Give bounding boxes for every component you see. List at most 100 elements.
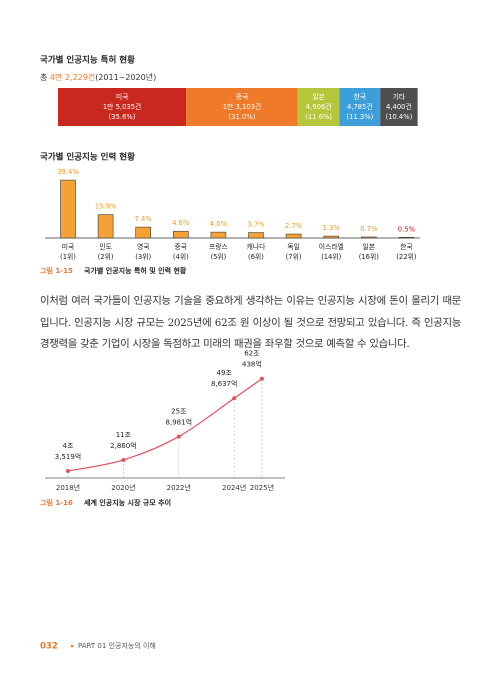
value-label: 49조 8,637억 bbox=[211, 369, 237, 388]
bar bbox=[60, 179, 76, 239]
segment-count: 4,400건 bbox=[386, 102, 412, 111]
value-label: 7.4% bbox=[135, 215, 153, 223]
x-tick-label: 2024년 bbox=[222, 483, 246, 492]
bar bbox=[248, 232, 264, 239]
x-tick-rank: (14위) bbox=[321, 253, 342, 261]
x-tick-rank: (2위) bbox=[98, 253, 114, 261]
x-tick-label: 캐나다 bbox=[247, 242, 267, 251]
bar-segment bbox=[58, 88, 187, 126]
bar-segment bbox=[297, 88, 340, 126]
value-label-line: 49조 bbox=[217, 369, 233, 377]
caption-number: 그림 1-16 bbox=[40, 498, 73, 507]
value-label: 4.6% bbox=[172, 219, 190, 227]
x-tick-label: 이스라엘 bbox=[319, 242, 344, 251]
segment-value: (11.6%) bbox=[305, 113, 332, 121]
bar bbox=[97, 214, 114, 239]
value-label: 1.3% bbox=[323, 224, 341, 232]
x-tick-rank: (7위) bbox=[286, 253, 302, 261]
bar bbox=[323, 235, 340, 239]
point bbox=[176, 434, 181, 439]
x-tick-label: 일본 bbox=[363, 242, 376, 251]
bar bbox=[398, 236, 415, 239]
bar bbox=[135, 226, 151, 239]
segment-count: 4,906건 bbox=[306, 102, 332, 111]
bar bbox=[360, 236, 377, 239]
segment-value: (10.4%) bbox=[385, 113, 412, 121]
x-tick-label: 2025년 bbox=[250, 483, 274, 492]
point bbox=[66, 469, 70, 474]
segment-count: 4,785건 bbox=[347, 102, 373, 111]
value-label-line: 438억 bbox=[242, 361, 262, 369]
value-label-line: 8,981억 bbox=[166, 419, 192, 427]
segment-label: 미국 bbox=[116, 92, 129, 101]
subtitle-period: (2011~2020년) bbox=[95, 72, 156, 82]
x-tick-rank: (6위) bbox=[248, 253, 264, 261]
value-label: 4조 3,519억 bbox=[55, 442, 81, 461]
chart-title: 국가별 인공지능 특허 현황 bbox=[40, 55, 135, 66]
bar bbox=[210, 231, 227, 239]
value-label-line: 62조 bbox=[244, 350, 260, 358]
segment-value: (35.6%) bbox=[109, 113, 136, 121]
body-paragraph: 이처럼 여러 국가들이 인공지능 기술을 중요하게 생각하는 이유는 인공지능 … bbox=[40, 295, 461, 350]
subtitle-total: 4만 2,229건 bbox=[50, 72, 95, 82]
value-label: 4.0% bbox=[210, 220, 228, 228]
caption-number: 그림 1-15 bbox=[40, 266, 73, 275]
caption-text: 국가별 인공지능 특허 및 인력 현황 bbox=[84, 266, 187, 275]
value-label: 3.7% bbox=[247, 221, 265, 229]
bar bbox=[285, 233, 302, 239]
x-tick-label: 영국 bbox=[137, 242, 150, 251]
value-label-line: 2,860억 bbox=[110, 442, 136, 450]
footer-dot bbox=[70, 644, 74, 648]
bar-segment bbox=[186, 88, 298, 126]
segment-label: 기타 bbox=[393, 92, 406, 101]
value-label: 39.4% bbox=[57, 168, 79, 176]
x-tick-rank: (3위) bbox=[135, 253, 151, 261]
point bbox=[259, 376, 264, 381]
segment-value: (11.3%) bbox=[346, 113, 373, 121]
x-tick-label: 독일 bbox=[287, 242, 300, 251]
part: PART 01 bbox=[78, 642, 106, 650]
chapter: 인공지능의 이해 bbox=[109, 641, 156, 650]
chart-title: 국가별 인공지능 인력 현황 bbox=[40, 152, 135, 163]
x-tick-rank: (4위) bbox=[173, 253, 189, 261]
segment-count: 1만 3,103건 bbox=[223, 102, 261, 111]
x-tick-rank: (16위) bbox=[359, 253, 380, 261]
footer-part: PART 01 인공지능의 이해 bbox=[78, 641, 156, 650]
x-tick-label: 미국 bbox=[62, 242, 75, 251]
segment-label: 한국 bbox=[354, 93, 367, 101]
subtitle-prefix: 총 bbox=[40, 73, 47, 82]
bar-segment bbox=[380, 88, 418, 126]
x-tick-label: 프랑스 bbox=[209, 243, 228, 251]
x-tick-rank: (1위) bbox=[60, 253, 76, 261]
value-label: 11조 2,860억 bbox=[110, 431, 136, 450]
value-label-line: 11조 bbox=[116, 431, 132, 439]
x-tick-label: 2022년 bbox=[167, 483, 191, 492]
segment-label: 일본 bbox=[312, 92, 325, 101]
x-tick-rank: (22위) bbox=[396, 253, 417, 261]
value-label-line: 4조 bbox=[63, 442, 74, 450]
x-tick-rank: (5위) bbox=[210, 253, 226, 261]
subtitle: 총 4만 2,229건(2011~2020년) bbox=[40, 72, 156, 82]
value-label: 25조 8,981억 bbox=[166, 408, 192, 427]
segment-value: (31.0%) bbox=[229, 113, 256, 121]
value-label-line: 8,637억 bbox=[211, 380, 237, 388]
x-tick-label: 한국 bbox=[400, 243, 413, 251]
segment-label: 중국 bbox=[236, 93, 249, 101]
point bbox=[121, 457, 126, 462]
x-tick-label: 2020년 bbox=[111, 483, 135, 492]
segment-count: 1만 5,035건 bbox=[103, 102, 141, 111]
value-label: 62조 438억 bbox=[242, 350, 262, 369]
bar-segment bbox=[339, 88, 381, 126]
value-label-line: 25조 bbox=[171, 408, 187, 416]
x-tick-label: 2018년 bbox=[56, 483, 80, 492]
value-label: 15.9% bbox=[95, 203, 117, 211]
value-label: 0.5% bbox=[398, 225, 416, 233]
bar bbox=[173, 230, 189, 239]
caption-text: 세계 인공지능 시장 규모 추이 bbox=[84, 498, 171, 507]
point bbox=[232, 396, 237, 401]
value-label: 2.7% bbox=[285, 222, 303, 230]
x-tick-label: 중국 bbox=[175, 243, 188, 251]
value-label: 0.7% bbox=[360, 225, 378, 233]
